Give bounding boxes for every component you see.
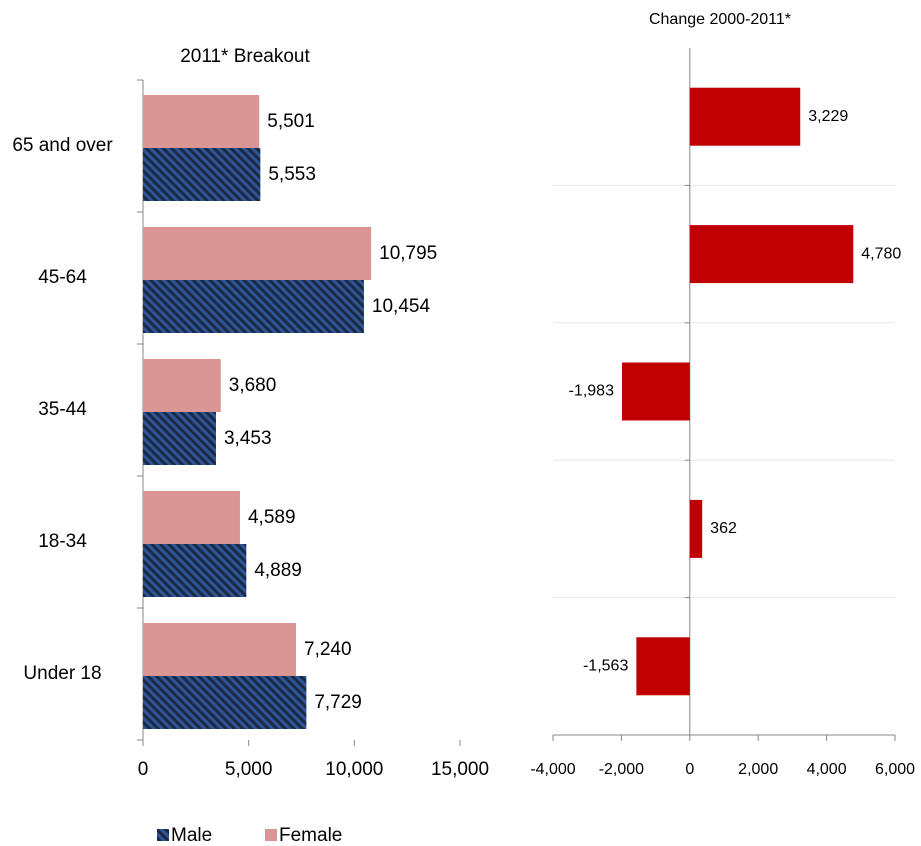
category-label-box: 65 and over xyxy=(12,135,113,157)
value-label: 3,453 xyxy=(224,428,272,449)
value-label: 5,501 xyxy=(267,111,315,132)
category-label: 45-64 xyxy=(38,267,87,289)
value-label: 4,889 xyxy=(254,560,302,581)
value-label: 10,454 xyxy=(372,296,431,317)
value-label: 3,229 xyxy=(808,108,848,125)
bar xyxy=(143,95,260,148)
bar xyxy=(621,362,690,421)
value-label: -1,983 xyxy=(569,383,614,400)
chart-title: 2011* Breakout xyxy=(180,46,310,67)
category-label: 35-44 xyxy=(38,399,87,421)
category-label: Under 18 xyxy=(23,663,102,685)
category-label: 65 and over xyxy=(12,135,113,157)
x-tick-label: 5,000 xyxy=(225,759,273,780)
value-label: 4,589 xyxy=(248,507,296,528)
x-tick-label: 2,000 xyxy=(738,761,778,778)
x-tick-label: 4,000 xyxy=(807,761,847,778)
legend-label: Female xyxy=(279,825,342,846)
bar xyxy=(143,491,240,544)
bar xyxy=(143,148,261,201)
legend-swatch xyxy=(265,829,277,841)
bar xyxy=(689,499,703,558)
x-tick-label: -2,000 xyxy=(599,761,644,778)
value-label: 4,780 xyxy=(861,245,901,262)
category-label-box: 45-64 xyxy=(38,267,87,289)
bar xyxy=(143,227,372,280)
value-label: 3,680 xyxy=(229,375,277,396)
bar xyxy=(143,623,297,676)
value-label: 7,729 xyxy=(314,692,362,713)
x-tick-label: 0 xyxy=(685,761,694,778)
bar xyxy=(143,280,364,333)
x-tick-label: 0 xyxy=(138,759,149,780)
value-label: 5,553 xyxy=(268,164,316,185)
bar xyxy=(143,412,216,465)
x-tick-label: -4,000 xyxy=(530,761,575,778)
category-label-box: Under 18 xyxy=(23,663,102,685)
legend-swatch xyxy=(157,829,169,841)
x-tick-label: 6,000 xyxy=(875,761,915,778)
legend-label: Male xyxy=(171,825,212,846)
bar xyxy=(689,225,854,284)
bar xyxy=(636,637,690,696)
value-label: -1,563 xyxy=(583,658,628,675)
value-label: 362 xyxy=(710,520,737,537)
category-label-box: 35-44 xyxy=(38,399,87,421)
category-label: 18-34 xyxy=(38,531,87,553)
bar xyxy=(143,676,307,729)
value-label: 7,240 xyxy=(304,639,352,660)
value-label: 10,795 xyxy=(379,243,437,264)
bar xyxy=(143,359,221,412)
bar xyxy=(689,87,801,146)
x-tick-label: 15,000 xyxy=(431,759,489,780)
x-tick-label: 10,000 xyxy=(325,759,383,780)
bar xyxy=(143,544,247,597)
category-label-box: 18-34 xyxy=(38,531,87,553)
chart-title: Change 2000-2011* xyxy=(649,11,791,28)
